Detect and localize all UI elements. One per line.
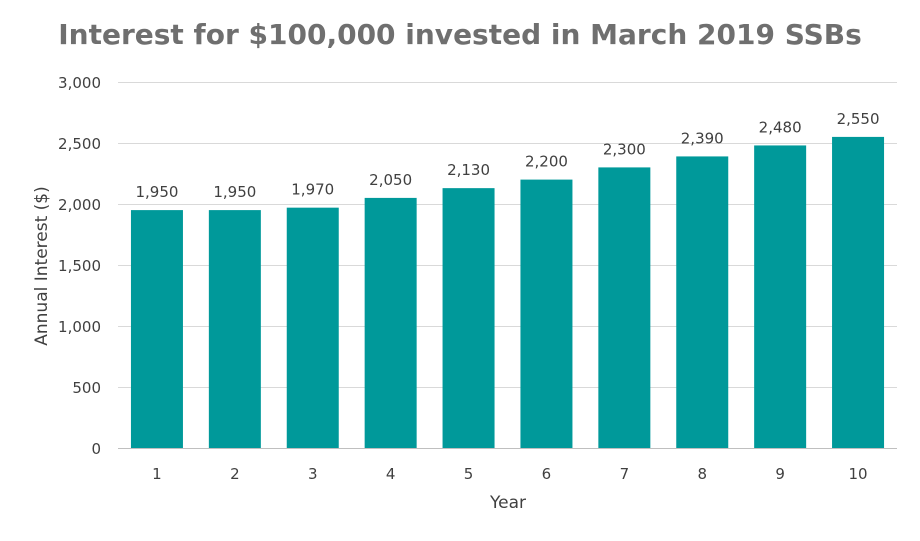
y-tick-label: 2,000	[58, 196, 101, 214]
data-label: 2,480	[759, 118, 802, 136]
chart-title: Interest for $100,000 invested in March …	[58, 18, 862, 51]
data-label: 1,970	[291, 181, 334, 199]
data-labels: 1,950 1,950 1,970 2,050 2,130 2,200 2,300 2,390…	[135, 110, 879, 201]
x-tick-label: 8	[697, 465, 707, 483]
bar	[286, 207, 339, 448]
y-tick-label: 1,500	[58, 257, 101, 275]
y-tick-label: 500	[72, 379, 101, 397]
data-label: 2,550	[837, 110, 880, 128]
x-axis-title: Year	[489, 493, 526, 513]
x-tick-label: 3	[308, 465, 318, 483]
bar	[130, 210, 183, 448]
y-tick-label: 0	[91, 440, 101, 458]
bar	[598, 167, 651, 448]
y-tick-label: 1,000	[58, 318, 101, 336]
y-tick-label: 3,000	[58, 74, 101, 92]
x-tick-label: 5	[464, 465, 474, 483]
y-axis-ticks: 0 500 1,000 1,500 2,000 2,500 3,000	[58, 74, 101, 458]
x-tick-label: 4	[386, 465, 396, 483]
data-label: 2,390	[681, 129, 724, 147]
bar	[832, 136, 885, 448]
data-label: 2,200	[525, 153, 568, 171]
data-label: 1,950	[213, 183, 256, 201]
bar	[364, 197, 417, 448]
x-tick-label: 10	[849, 465, 868, 483]
data-label: 2,130	[447, 161, 490, 179]
y-axis-title: Annual Interest ($)	[32, 186, 52, 346]
x-tick-label: 6	[542, 465, 552, 483]
bar	[676, 156, 729, 449]
x-tick-label: 2	[230, 465, 240, 483]
data-label: 1,950	[135, 183, 178, 201]
y-tick-label: 2,500	[58, 135, 101, 153]
x-axis-ticks: 1 2 3 4 5 6 7 8 9 10	[152, 465, 867, 483]
bar	[208, 210, 261, 448]
x-tick-label: 9	[775, 465, 785, 483]
bar	[520, 179, 573, 448]
data-label: 2,050	[369, 171, 412, 189]
bar	[754, 145, 807, 448]
x-tick-label: 7	[620, 465, 630, 483]
x-tick-label: 1	[152, 465, 162, 483]
data-label: 2,300	[603, 140, 646, 158]
bars	[130, 136, 885, 449]
bar	[442, 188, 495, 448]
